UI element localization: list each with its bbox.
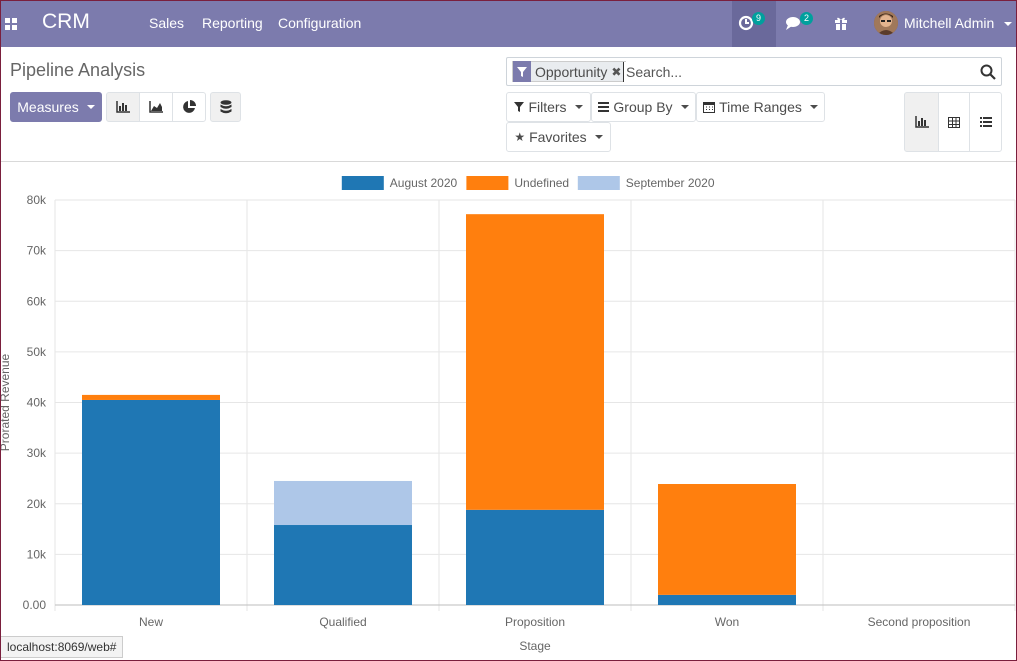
legend-label: September 2020: [626, 176, 715, 190]
bar-chart-icon: [914, 116, 929, 128]
pie-chart-icon: [183, 100, 196, 113]
legend-swatch: [577, 176, 620, 190]
bar-segment: [274, 525, 412, 605]
search-input[interactable]: [623, 62, 973, 82]
chevron-down-icon: [594, 135, 603, 139]
chevron-down-icon: [1004, 22, 1013, 27]
facet-label: Opportunity: [535, 63, 608, 80]
filters-label: Filters: [528, 99, 567, 115]
user-name: Mitchell Admin: [904, 15, 995, 31]
search-facet: Opportunity ✖: [512, 61, 627, 82]
y-tick-label: 20k: [27, 497, 47, 511]
time-ranges-label: Time Ranges: [719, 99, 802, 115]
x-tick-label: Proposition: [505, 615, 565, 629]
x-axis-title: Stage: [519, 639, 551, 653]
favorites-button[interactable]: ★ Favorites: [506, 122, 611, 152]
bar-segment: [82, 399, 220, 605]
group-by-label: Group By: [613, 99, 673, 115]
activity-menu[interactable]: 9: [732, 1, 776, 47]
menu-reporting[interactable]: Reporting: [202, 15, 263, 31]
user-menu[interactable]: Mitchell Admin: [904, 15, 1013, 31]
bar-segment: [274, 480, 412, 526]
y-tick-label: 50k: [27, 345, 47, 359]
filter-icon: [513, 61, 531, 82]
bar-segment: [658, 594, 796, 605]
bar-chart-icon: [116, 101, 130, 113]
y-tick-label: 10k: [27, 547, 47, 561]
table-icon: [948, 116, 960, 128]
pipeline-bar-chart: 0.00 10k 20k 30k 40k 50k 60k 70k 80k New Qualified…: [1, 176, 1016, 653]
time-ranges-button[interactable]: Time Ranges: [696, 92, 825, 122]
x-tick-label: Qualified: [319, 615, 366, 629]
group-by-button[interactable]: Group By: [591, 92, 696, 122]
y-tick-label: 0.00: [23, 598, 47, 612]
favorites-label: Favorites: [529, 129, 587, 145]
avatar[interactable]: [874, 11, 898, 35]
x-tick-label: Won: [715, 615, 739, 629]
menu-sales[interactable]: Sales: [149, 15, 185, 31]
comments-icon: [786, 17, 800, 30]
stacked-toggle-button[interactable]: [210, 92, 241, 122]
legend-label: August 2020: [390, 176, 458, 190]
y-tick-label: 80k: [27, 193, 47, 207]
bar-chart-button[interactable]: [106, 92, 140, 122]
chevron-down-icon: [86, 105, 95, 109]
search-icon[interactable]: [980, 64, 996, 80]
measures-button[interactable]: Measures: [10, 92, 102, 122]
chevron-down-icon: [574, 105, 583, 109]
star-icon: ★: [514, 130, 526, 144]
gift-menu[interactable]: [823, 1, 859, 47]
pivot-view-button[interactable]: [938, 92, 970, 152]
filter-icon: [514, 102, 525, 112]
control-panel-divider: [1, 161, 1016, 162]
activity-badge: 9: [752, 12, 765, 25]
gift-icon: [835, 17, 847, 30]
y-axis-title: Prorated Revenue: [1, 353, 12, 451]
x-tick-label: New: [139, 615, 163, 629]
messages-badge: 2: [800, 12, 813, 25]
bars-icon: [598, 102, 610, 112]
list-icon: [979, 117, 992, 127]
search-bar: Opportunity ✖: [506, 57, 1002, 86]
page-title: Pipeline Analysis: [10, 60, 146, 80]
chevron-down-icon: [680, 105, 689, 109]
legend-label: Undefined: [514, 176, 569, 190]
clock-icon: [738, 15, 754, 31]
y-tick-label: 40k: [27, 396, 47, 410]
bar-segment: [466, 509, 604, 605]
menu-configuration[interactable]: Configuration: [278, 15, 362, 31]
app-brand[interactable]: CRM: [42, 10, 90, 33]
measures-label: Measures: [17, 99, 79, 115]
bar-segment: [658, 484, 796, 595]
x-tick-label: Second proposition: [868, 615, 971, 629]
legend-swatch: [341, 176, 384, 190]
y-tick-label: 60k: [27, 294, 47, 308]
top-navbar: CRM Sales Reporting Configuration 9 2: [1, 1, 1016, 47]
area-chart-icon: [149, 101, 163, 113]
bar-segment: [466, 214, 604, 510]
calendar-icon: [703, 102, 716, 113]
pie-chart-button[interactable]: [172, 92, 206, 122]
database-icon: [220, 100, 231, 114]
messages-menu[interactable]: 2: [779, 1, 823, 47]
apps-menu-icon[interactable]: [5, 18, 17, 30]
browser-status-bar: localhost:8069/web#: [1, 636, 124, 658]
chevron-down-icon: [809, 105, 818, 109]
list-view-button[interactable]: [969, 92, 1002, 152]
bar-segment: [82, 394, 220, 400]
y-tick-label: 70k: [27, 244, 47, 258]
graph-view-button[interactable]: [904, 92, 939, 152]
facet-remove-icon[interactable]: ✖: [611, 64, 622, 79]
line-chart-button[interactable]: [139, 92, 173, 122]
legend-swatch: [466, 176, 509, 190]
y-tick-label: 30k: [27, 446, 47, 460]
filters-button[interactable]: Filters: [506, 92, 591, 122]
